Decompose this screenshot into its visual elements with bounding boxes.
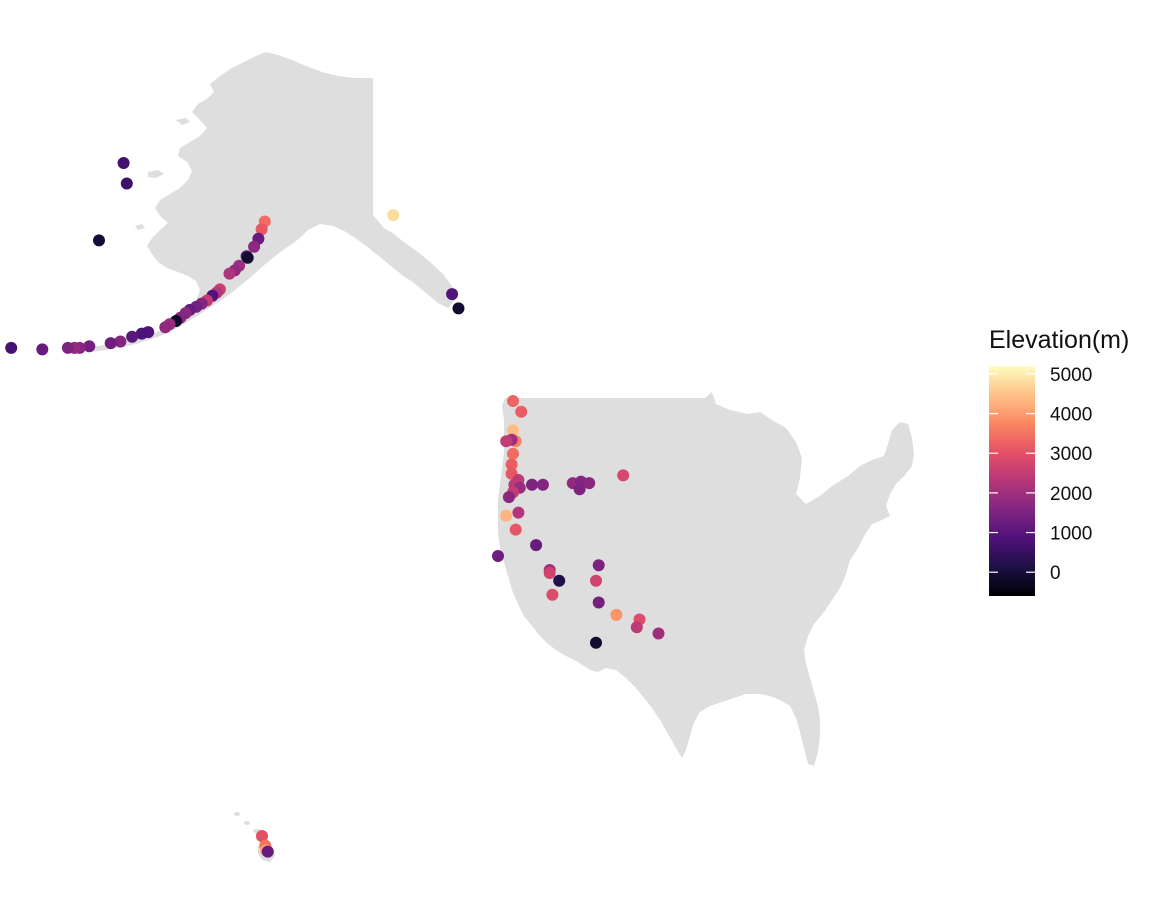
volcano-point bbox=[507, 424, 519, 437]
volcano-point bbox=[104, 337, 117, 350]
volcano-point bbox=[255, 223, 268, 236]
volcano-point bbox=[492, 550, 504, 562]
alaska-landmass bbox=[147, 52, 455, 331]
volcano-point bbox=[120, 177, 133, 190]
volcano-point bbox=[592, 559, 605, 572]
basemap bbox=[90, 52, 914, 862]
volcano-point bbox=[543, 567, 556, 579]
legend-colorbar bbox=[989, 366, 1035, 596]
volcano-point bbox=[546, 588, 559, 601]
volcano-point bbox=[452, 302, 465, 315]
elevation-legend: Elevation(m) 5000 4000 3000 2000 1000 0 bbox=[989, 326, 1129, 596]
volcano-point bbox=[114, 335, 127, 348]
contiguous-us-landmass bbox=[498, 392, 914, 766]
volcano-point bbox=[590, 574, 602, 587]
volcano-point bbox=[509, 523, 522, 536]
volcano-point bbox=[223, 267, 236, 280]
volcano-point bbox=[61, 341, 74, 354]
volcano-point bbox=[83, 340, 96, 353]
volcano-point bbox=[652, 627, 665, 640]
legend-tick-label: 3000 bbox=[1050, 444, 1092, 465]
volcano-point bbox=[512, 506, 525, 519]
volcano-point bbox=[93, 234, 105, 247]
volcano-point bbox=[159, 321, 172, 334]
volcano-point bbox=[261, 845, 274, 858]
volcano-point bbox=[536, 478, 549, 491]
legend-title: Elevation(m) bbox=[989, 326, 1129, 354]
alaska-islands-north bbox=[135, 118, 190, 230]
volcano-point bbox=[553, 574, 566, 587]
legend-tick-label: 5000 bbox=[1050, 365, 1092, 386]
volcano-point bbox=[573, 483, 586, 496]
volcano-point bbox=[502, 491, 515, 504]
volcano-point bbox=[135, 327, 148, 340]
volcano-point bbox=[387, 209, 400, 222]
volcano-point bbox=[515, 405, 528, 418]
volcano-point bbox=[592, 596, 605, 609]
volcano-point bbox=[530, 539, 543, 552]
legend-tick-label: 1000 bbox=[1050, 524, 1092, 545]
volcano-point bbox=[248, 240, 261, 253]
volcano-point bbox=[256, 830, 268, 842]
volcano-point bbox=[507, 395, 519, 407]
legend-ticks: 5000 4000 3000 2000 1000 0 bbox=[989, 365, 1092, 584]
volcano-point bbox=[583, 477, 596, 490]
volcano-point bbox=[610, 608, 623, 621]
volcano-point bbox=[5, 341, 18, 354]
volcano-point bbox=[526, 478, 538, 491]
volcano-point bbox=[507, 447, 519, 460]
volcano-point bbox=[36, 343, 49, 356]
legend-tick-label: 2000 bbox=[1050, 484, 1092, 505]
volcano-point bbox=[500, 509, 513, 522]
volcano-point bbox=[617, 469, 630, 482]
volcano-point bbox=[505, 458, 518, 471]
legend-tick-label: 4000 bbox=[1050, 405, 1092, 426]
volcano-point bbox=[117, 157, 130, 169]
volcano-point bbox=[500, 435, 513, 448]
volcano-point bbox=[241, 251, 254, 264]
volcano-point bbox=[126, 330, 139, 343]
legend-tick-label: 0 bbox=[1050, 563, 1061, 584]
volcano-point bbox=[630, 621, 643, 634]
volcano-points bbox=[5, 157, 665, 858]
volcano-point bbox=[590, 636, 602, 649]
volcano-point bbox=[446, 288, 459, 301]
